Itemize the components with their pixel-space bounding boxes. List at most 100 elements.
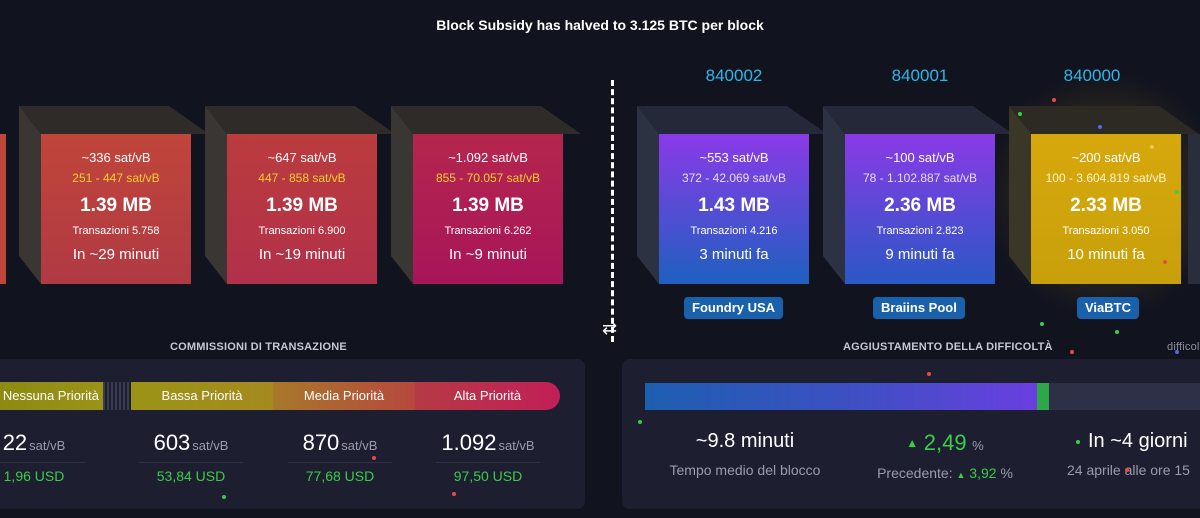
block-eta: In ~29 minuti bbox=[72, 246, 160, 263]
block-tx-count: Transazioni 3.050 bbox=[1062, 225, 1150, 237]
block-eta: In ~9 minuti bbox=[449, 246, 527, 263]
block-median-fee: ~553 sat/vB bbox=[699, 150, 769, 165]
block-fee-range: 78 - 1.102.887 sat/vB bbox=[862, 171, 978, 185]
mined-block-840002[interactable]: ~553 sat/vB 372 - 42.069 sat/vB 1.43 MB … bbox=[637, 106, 827, 291]
difficulty-change-unit: % bbox=[972, 438, 984, 453]
block-size: 1.39 MB bbox=[266, 195, 338, 216]
confetti-dot bbox=[1018, 112, 1022, 116]
fee-value-unit: sat/vB bbox=[192, 438, 229, 453]
confetti-dot bbox=[1150, 145, 1154, 149]
confetti-dot bbox=[1076, 440, 1080, 444]
previous-label: Precedente: bbox=[877, 465, 953, 481]
difficulty-section-title: AGGIUSTAMENTO DELLA DIFFICOLTÀ bbox=[843, 341, 1053, 353]
future-block-1[interactable]: ~336 sat/vB 251 - 447 sat/vB 1.39 MB Tra… bbox=[19, 106, 209, 291]
pool-badge-braiins[interactable]: Braiins Pool bbox=[873, 297, 965, 319]
fee-value-unit: sat/vB bbox=[498, 438, 535, 453]
confetti-dot bbox=[1175, 190, 1179, 194]
fee-segment-gap bbox=[103, 382, 131, 410]
confetti-dot bbox=[1115, 330, 1119, 334]
fee-value-low: 603 sat/vB 53,84 USD bbox=[121, 430, 261, 484]
block-age: 9 minuti fa bbox=[885, 246, 955, 263]
block-fee-range: 372 - 42.069 sat/vB bbox=[681, 171, 787, 185]
pool-badge-viabtc[interactable]: ViaBTC bbox=[1077, 297, 1139, 319]
block-size: 1.43 MB bbox=[698, 195, 770, 216]
confetti-dot bbox=[638, 420, 642, 424]
difficulty-progress-fill bbox=[645, 383, 1037, 410]
future-block-2[interactable]: ~647 sat/vB 447 - 858 sat/vB 1.39 MB Tra… bbox=[205, 106, 395, 291]
block-age: 10 minuti fa bbox=[1067, 246, 1145, 263]
block-median-fee: ~647 sat/vB bbox=[267, 150, 337, 165]
block-eta: In ~19 minuti bbox=[258, 246, 346, 263]
fee-priority-bar: Nessuna Priorità Bassa Priorità Media Pr… bbox=[0, 382, 560, 410]
block-fee-range: 447 - 858 sat/vB bbox=[258, 171, 346, 185]
confetti-dot bbox=[1070, 350, 1074, 354]
block-size: 1.39 MB bbox=[452, 195, 524, 216]
avg-block-time-label: Tempo medio del blocco bbox=[669, 462, 821, 478]
block-age: 3 minuti fa bbox=[699, 246, 769, 263]
mined-block-840001[interactable]: ~100 sat/vB 78 - 1.102.887 sat/vB 2.36 M… bbox=[823, 106, 1013, 291]
fee-value-usd: 1,96 USD bbox=[0, 462, 86, 484]
fee-value-medium: 870 sat/vB 77,68 USD bbox=[270, 430, 410, 484]
block-tx-count: Transazioni 4.216 bbox=[690, 225, 778, 237]
confetti-dot bbox=[1125, 468, 1129, 472]
difficulty-progress-bar bbox=[645, 383, 1200, 410]
confetti-dot bbox=[1052, 98, 1056, 102]
difficulty-change-value: 2,49 bbox=[923, 430, 967, 455]
block-size: 1.39 MB bbox=[80, 195, 152, 216]
next-adjustment: In ~4 giorni 24 aprile alle ore 15 bbox=[1062, 430, 1200, 478]
confetti-dot bbox=[927, 372, 931, 376]
fee-value-none: 22 sat/vB 1,96 USD bbox=[0, 430, 104, 484]
confetti-dot bbox=[372, 456, 376, 460]
avg-block-time-value: ~9.8 minuti bbox=[695, 430, 795, 452]
future-block-partial[interactable] bbox=[0, 134, 6, 284]
confetti-dot bbox=[222, 495, 226, 499]
fee-segment-high: Alta Priorità bbox=[415, 382, 560, 410]
fee-segment-none: Nessuna Priorità bbox=[0, 382, 103, 410]
fee-value-usd: 77,68 USD bbox=[288, 462, 392, 484]
triangle-up-icon: ▲ bbox=[906, 436, 919, 450]
block-tx-count: Transazioni 6.262 bbox=[444, 225, 532, 237]
confetti-dot bbox=[1040, 322, 1044, 326]
block-median-fee: ~336 sat/vB bbox=[81, 150, 151, 165]
fee-value-number: 1.092 bbox=[441, 430, 497, 455]
future-block-3[interactable]: ~1.092 sat/vB 855 - 70.057 sat/vB 1.39 M… bbox=[391, 106, 581, 291]
confetti-dot bbox=[452, 492, 456, 496]
mempool-divider bbox=[611, 80, 614, 342]
fee-value-unit: sat/vB bbox=[341, 438, 378, 453]
block-height-840000[interactable]: 840000 bbox=[1063, 66, 1121, 85]
block-height-840001[interactable]: 840001 bbox=[891, 66, 949, 85]
mined-block-partial[interactable] bbox=[1188, 134, 1200, 284]
block-tx-count: Transazioni 6.900 bbox=[258, 225, 346, 237]
block-height-840002[interactable]: 840002 bbox=[705, 66, 763, 85]
fees-section-title: COMMISSIONI DI TRANSAZIONE bbox=[170, 341, 347, 353]
fee-segment-label: Alta Priorità bbox=[453, 388, 522, 403]
swap-icon[interactable]: ⇄ bbox=[602, 318, 618, 338]
difficulty-progress-green bbox=[1037, 383, 1049, 410]
halving-banner: Block Subsidy has halved to 3.125 BTC pe… bbox=[436, 17, 764, 33]
block-tx-count: Transazioni 2.823 bbox=[876, 225, 964, 237]
triangle-up-icon: ▲ bbox=[956, 470, 966, 480]
block-median-fee: ~100 sat/vB bbox=[885, 150, 955, 165]
block-median-fee: ~1.092 sat/vB bbox=[448, 150, 528, 165]
next-adjustment-value: In ~4 giorni bbox=[1088, 430, 1188, 452]
block-fee-range: 251 - 447 sat/vB bbox=[72, 171, 160, 185]
mined-block-840000[interactable]: ~200 sat/vB 100 - 3.604.819 sat/vB 2.33 … bbox=[1009, 106, 1199, 291]
confetti-dot bbox=[1175, 350, 1179, 354]
fee-segment-medium: Media Priorità bbox=[273, 382, 415, 410]
fee-segment-label: Nessuna Priorità bbox=[2, 388, 99, 403]
fee-value-usd: 53,84 USD bbox=[139, 462, 243, 484]
fee-value-high: 1.092 sat/vB 97,50 USD bbox=[418, 430, 558, 484]
fee-value-number: 870 bbox=[302, 430, 340, 455]
fee-segment-label: Bassa Priorità bbox=[161, 388, 243, 403]
fee-value-usd: 97,50 USD bbox=[436, 462, 540, 484]
fee-segment-low: Bassa Priorità bbox=[131, 382, 273, 410]
fee-value-number: 603 bbox=[153, 430, 191, 455]
avg-block-time: ~9.8 minuti Tempo medio del blocco bbox=[645, 430, 845, 478]
block-tx-count: Transazioni 5.758 bbox=[72, 225, 160, 237]
difficulty-section-title-right: difficoltà bbox=[1167, 341, 1200, 353]
pool-badge-foundry[interactable]: Foundry USA bbox=[684, 297, 784, 319]
block-median-fee: ~200 sat/vB bbox=[1071, 150, 1141, 165]
block-size: 2.33 MB bbox=[1070, 195, 1142, 216]
confetti-dot bbox=[1098, 125, 1102, 129]
block-size: 2.36 MB bbox=[884, 195, 956, 216]
